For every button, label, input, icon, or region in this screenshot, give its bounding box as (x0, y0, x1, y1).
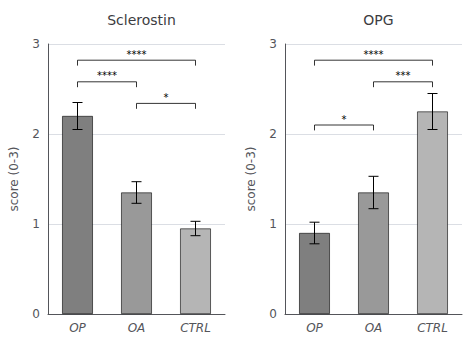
svg-text:****: **** (364, 49, 384, 60)
svg-text:1: 1 (269, 217, 277, 231)
svg-text:0: 0 (269, 307, 277, 321)
svg-text:OP: OP (69, 321, 86, 335)
svg-text:*: * (164, 92, 169, 103)
svg-text:****: **** (127, 49, 147, 60)
svg-text:Sclerostin: Sclerostin (107, 12, 176, 28)
svg-text:score (0-3): score (0-3) (244, 146, 258, 211)
svg-text:3: 3 (269, 37, 277, 51)
svg-text:2: 2 (32, 127, 40, 141)
svg-text:****: **** (97, 70, 117, 81)
svg-text:OA: OA (128, 321, 146, 335)
svg-text:3: 3 (32, 37, 40, 51)
svg-text:1: 1 (32, 217, 40, 231)
svg-text:2: 2 (269, 127, 277, 141)
svg-text:OPG: OPG (363, 12, 393, 28)
svg-text:*: * (342, 114, 347, 125)
svg-text:score (0-3): score (0-3) (7, 146, 21, 211)
svg-text:0: 0 (32, 307, 40, 321)
svg-text:CTRL: CTRL (417, 321, 448, 335)
svg-text:OP: OP (306, 321, 323, 335)
svg-text:CTRL: CTRL (180, 321, 211, 335)
svg-text:OA: OA (365, 321, 383, 335)
svg-text:***: *** (396, 70, 411, 81)
